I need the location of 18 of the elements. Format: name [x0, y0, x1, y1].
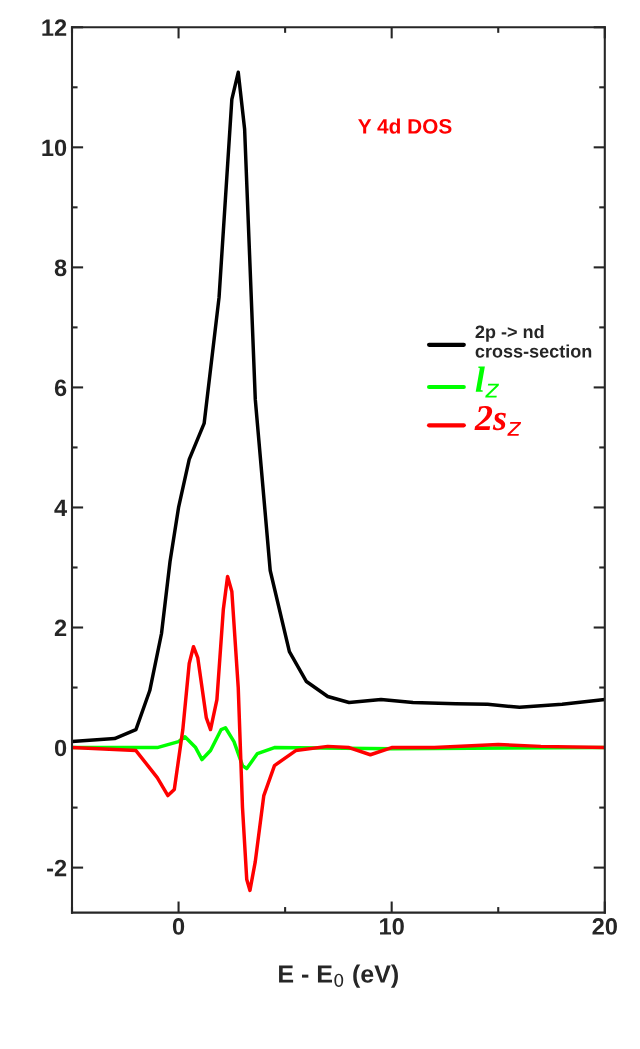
y-tick-label: 6	[54, 379, 67, 397]
x-tick-label: 10	[380, 918, 404, 935]
y-tick-label: 0	[54, 739, 67, 757]
line-series	[72, 574, 605, 893]
legend-label: 2s$_{z}$	[474, 405, 522, 436]
x-tick-label: 0	[172, 918, 185, 935]
y-tick-label: -2	[47, 859, 67, 877]
y-tick-label: 4	[54, 499, 68, 517]
y-tick-label: 10	[42, 139, 67, 157]
legend-label: l$_{z}$	[475, 366, 500, 398]
x-tick-label: 20	[592, 918, 617, 935]
line-series	[72, 70, 605, 744]
y-tick-label: 8	[54, 259, 67, 277]
legend-label: 2p -> nd cross-section	[475, 324, 592, 358]
y-tick-label: 12	[42, 19, 67, 36]
y-tick-label: 2	[54, 619, 67, 637]
x-axis-title: E - E$_{0}$ (eV)	[279, 964, 398, 988]
annotation: Y 4d DOS	[358, 118, 452, 134]
